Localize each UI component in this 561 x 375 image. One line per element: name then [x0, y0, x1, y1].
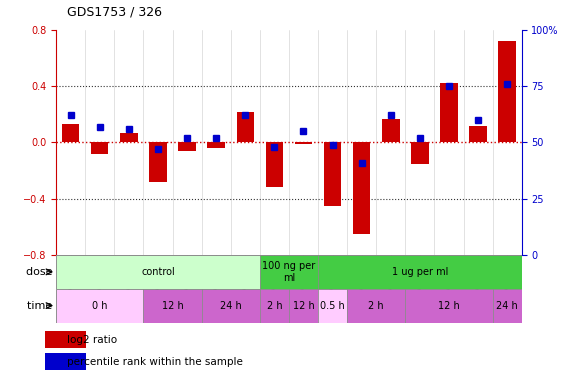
Bar	[208, 142, 225, 148]
Bar	[260, 289, 289, 322]
Text: 12 h: 12 h	[293, 301, 314, 310]
Text: GDS1753 / 326: GDS1753 / 326	[67, 6, 162, 19]
Text: 24 h: 24 h	[220, 301, 242, 310]
Bar	[324, 142, 341, 206]
Text: 2 h: 2 h	[369, 301, 384, 310]
Text: 0.5 h: 0.5 h	[320, 301, 345, 310]
Bar	[120, 133, 137, 142]
Text: 24 h: 24 h	[496, 301, 518, 310]
Bar	[440, 83, 458, 142]
Bar	[382, 118, 399, 142]
Bar	[353, 142, 370, 234]
Bar	[405, 289, 493, 322]
Text: 100 ng per
ml: 100 ng per ml	[263, 261, 315, 283]
Bar	[237, 111, 254, 142]
Bar	[411, 142, 429, 164]
Bar	[45, 353, 86, 370]
Text: time: time	[27, 301, 56, 310]
Bar	[347, 289, 405, 322]
Bar	[45, 331, 86, 348]
Bar	[498, 41, 516, 142]
Text: log2 ratio: log2 ratio	[67, 335, 117, 345]
Bar	[144, 289, 201, 322]
Bar	[178, 142, 196, 151]
Text: percentile rank within the sample: percentile rank within the sample	[67, 357, 243, 367]
Bar	[201, 289, 260, 322]
Text: 1 ug per ml: 1 ug per ml	[392, 267, 448, 277]
Text: dose: dose	[26, 267, 56, 277]
Bar	[149, 142, 167, 182]
Bar	[493, 289, 522, 322]
Bar	[266, 142, 283, 188]
Bar	[289, 289, 318, 322]
Text: 12 h: 12 h	[438, 301, 460, 310]
Bar	[260, 255, 318, 289]
Bar	[470, 126, 487, 142]
Bar	[56, 289, 144, 322]
Text: 2 h: 2 h	[266, 301, 282, 310]
Bar	[318, 255, 522, 289]
Bar	[318, 289, 347, 322]
Bar	[62, 124, 80, 142]
Text: 0 h: 0 h	[92, 301, 108, 310]
Bar	[295, 142, 312, 144]
Text: control: control	[141, 267, 175, 277]
Text: 12 h: 12 h	[162, 301, 183, 310]
Bar	[56, 255, 260, 289]
Bar	[91, 142, 108, 154]
